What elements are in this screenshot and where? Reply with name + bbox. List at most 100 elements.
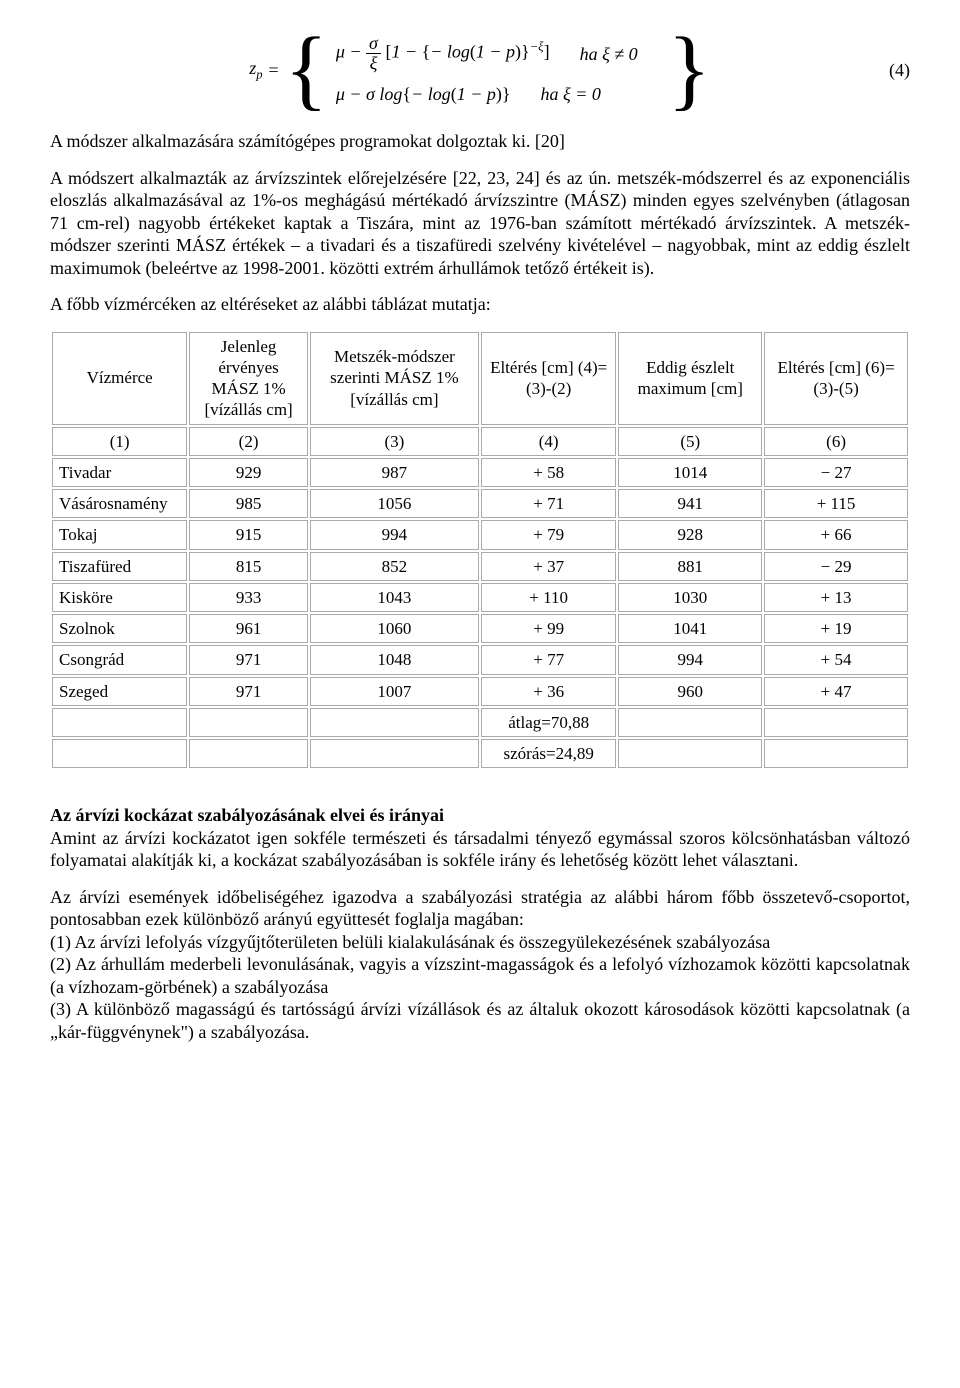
- table-cell: + 47: [764, 677, 908, 706]
- table-cell: − 29: [764, 552, 908, 581]
- table-row: Szeged9711007+ 36960+ 47: [52, 677, 908, 706]
- table-footer-cell: szórás=24,89: [481, 739, 616, 768]
- table-index-cell: (2): [189, 427, 307, 456]
- eq-lhs-sub: p: [256, 67, 262, 81]
- table-cell: + 36: [481, 677, 616, 706]
- list-item: (1) Az árvízi lefolyás vízgyűjtőterülete…: [50, 932, 770, 952]
- table-cell: 960: [618, 677, 762, 706]
- table-cell: + 115: [764, 489, 908, 518]
- table-cell: − 27: [764, 458, 908, 487]
- table-cell: 881: [618, 552, 762, 581]
- table-cell: 971: [189, 645, 307, 674]
- eq-case2-cond: ha ξ = 0: [541, 83, 621, 106]
- equation-content: zp = { μ − σξ [1 − {− log(1 − p)}−ξ] ha …: [249, 30, 711, 110]
- table-row: Szolnok9611060+ 991041+ 19: [52, 614, 908, 643]
- table-footer-cell: [618, 739, 762, 768]
- table-cell: 1030: [618, 583, 762, 612]
- paragraph-4: Amint az árvízi kockázatot igen sokféle …: [50, 828, 910, 871]
- table-footer-row: szórás=24,89: [52, 739, 908, 768]
- table-cell: 994: [618, 645, 762, 674]
- table-header-cell: Eddig észlelt maximum [cm]: [618, 332, 762, 425]
- section-block: Az árvízi kockázat szabályozásának elvei…: [50, 804, 910, 872]
- table-cell: + 13: [764, 583, 908, 612]
- table-cell: + 19: [764, 614, 908, 643]
- table-cell: 985: [189, 489, 307, 518]
- table-footer-cell: [189, 708, 307, 737]
- table-index-cell: (6): [764, 427, 908, 456]
- eq-case1-expr: μ − σξ [1 − {− log(1 − p)}−ξ]: [336, 34, 550, 73]
- table-header-cell: Eltérés [cm] (6)=(3)-(5): [764, 332, 908, 425]
- table-cell: Szolnok: [52, 614, 187, 643]
- table-cell: 961: [189, 614, 307, 643]
- table-row: Vásárosnamény9851056+ 71941+ 115: [52, 489, 908, 518]
- table-cell: + 77: [481, 645, 616, 674]
- table-cell: + 110: [481, 583, 616, 612]
- paragraph-1: A módszer alkalmazására számítógépes pro…: [50, 130, 910, 153]
- table-index-cell: (4): [481, 427, 616, 456]
- table-row: Tiszafüred815852+ 37881− 29: [52, 552, 908, 581]
- table-cell: + 66: [764, 520, 908, 549]
- table-cell: Tiszafüred: [52, 552, 187, 581]
- table-cell: + 71: [481, 489, 616, 518]
- table-row: Kisköre9331043+ 1101030+ 13: [52, 583, 908, 612]
- table-footer-row: átlag=70,88: [52, 708, 908, 737]
- table-cell: 1007: [310, 677, 479, 706]
- table-cell: Tivadar: [52, 458, 187, 487]
- table-header-cell: Jelenleg érvényes MÁSZ 1% [vízállás cm]: [189, 332, 307, 425]
- table-cell: 1060: [310, 614, 479, 643]
- eq-case2-expr: μ − σ log{− log(1 − p)}: [336, 83, 511, 106]
- table-header-row: VízmérceJelenleg érvényes MÁSZ 1% [vízál…: [52, 332, 908, 425]
- table-footer-cell: [52, 739, 187, 768]
- paragraph-3: A főbb vízmércéken az eltéréseket az alá…: [50, 293, 910, 316]
- table-cell: Szeged: [52, 677, 187, 706]
- table-header-cell: Metszék-módszer szerinti MÁSZ 1% [vízáll…: [310, 332, 479, 425]
- table-footer-cell: [618, 708, 762, 737]
- table-cell: + 54: [764, 645, 908, 674]
- table-cell: 852: [310, 552, 479, 581]
- table-cell: 928: [618, 520, 762, 549]
- table-cell: 987: [310, 458, 479, 487]
- table-footer-cell: [310, 739, 479, 768]
- eq-case1-cond: ha ξ ≠ 0: [580, 43, 660, 66]
- table-cell: + 37: [481, 552, 616, 581]
- table-footer-cell: [764, 739, 908, 768]
- section-heading: Az árvízi kockázat szabályozásának elvei…: [50, 805, 444, 825]
- table-row: Tokaj915994+ 79928+ 66: [52, 520, 908, 549]
- table-index-cell: (5): [618, 427, 762, 456]
- paragraph-5: Az árvízi események időbeliségéhez igazo…: [50, 886, 910, 1044]
- list-item: (3) A különböző magasságú és tartósságú …: [50, 999, 910, 1042]
- table-cell: 815: [189, 552, 307, 581]
- table-footer-cell: [52, 708, 187, 737]
- table-cell: 929: [189, 458, 307, 487]
- table-cell: 1043: [310, 583, 479, 612]
- equation-number: (4): [889, 59, 910, 82]
- paragraph-5-intro: Az árvízi események időbeliségéhez igazo…: [50, 887, 910, 930]
- table-cell: 994: [310, 520, 479, 549]
- table-header-cell: Vízmérce: [52, 332, 187, 425]
- table-index-row: (1)(2)(3)(4)(5)(6): [52, 427, 908, 456]
- list-item: (2) Az árhullám mederbeli levonulásának,…: [50, 954, 910, 997]
- table-footer-cell: [764, 708, 908, 737]
- comparison-table: VízmérceJelenleg érvényes MÁSZ 1% [vízál…: [50, 330, 910, 771]
- table-cell: 933: [189, 583, 307, 612]
- table-cell: 971: [189, 677, 307, 706]
- table-header-cell: Eltérés [cm] (4)=(3)-(2): [481, 332, 616, 425]
- table-cell: 1056: [310, 489, 479, 518]
- table-cell: + 99: [481, 614, 616, 643]
- table-cell: Kisköre: [52, 583, 187, 612]
- table-cell: + 79: [481, 520, 616, 549]
- table-cell: 915: [189, 520, 307, 549]
- table-cell: Csongrád: [52, 645, 187, 674]
- table-cell: 941: [618, 489, 762, 518]
- table-cell: Vásárosnamény: [52, 489, 187, 518]
- table-row: Tivadar929987+ 581014− 27: [52, 458, 908, 487]
- table-cell: 1048: [310, 645, 479, 674]
- table-cell: + 58: [481, 458, 616, 487]
- table-row: Csongrád9711048+ 77994+ 54: [52, 645, 908, 674]
- table-cell: 1014: [618, 458, 762, 487]
- table-footer-cell: [189, 739, 307, 768]
- table-footer-cell: átlag=70,88: [481, 708, 616, 737]
- table-index-cell: (1): [52, 427, 187, 456]
- equation-block: zp = { μ − σξ [1 − {− log(1 − p)}−ξ] ha …: [50, 30, 910, 110]
- table-cell: 1041: [618, 614, 762, 643]
